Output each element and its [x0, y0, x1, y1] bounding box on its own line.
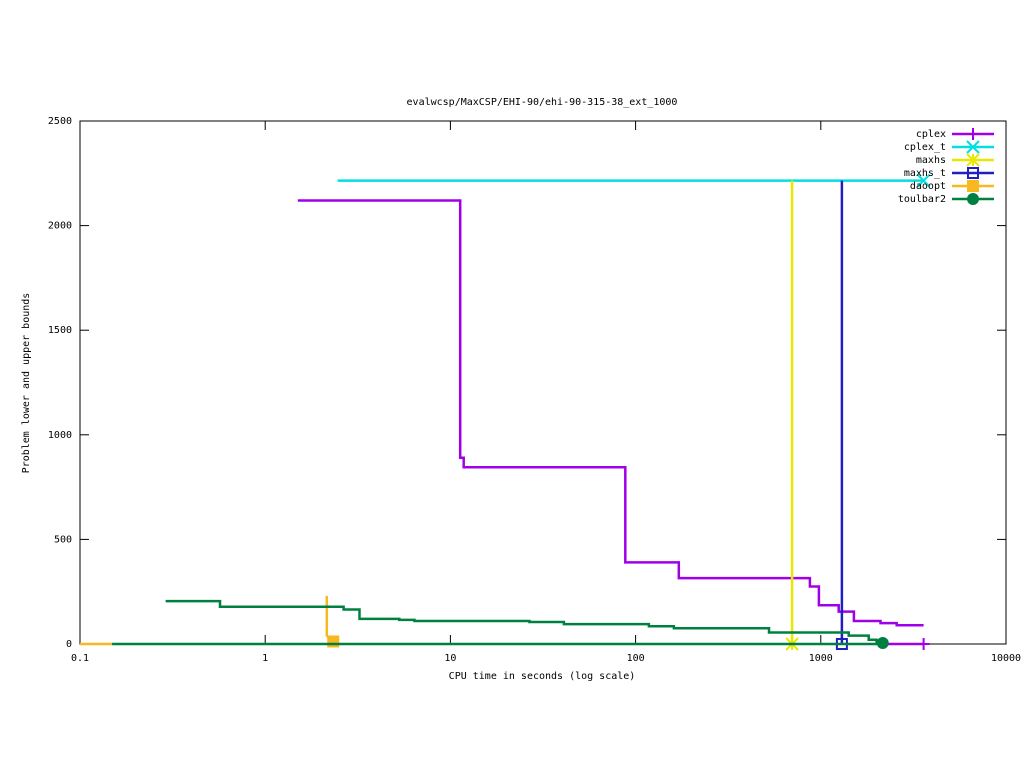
legend-label: maxhs_t — [904, 168, 946, 179]
x-tick-label: 1 — [262, 653, 268, 664]
y-tick-label: 1500 — [48, 325, 72, 336]
legend-marker — [967, 193, 979, 205]
legend-marker-part — [967, 167, 979, 179]
end-marker — [917, 638, 930, 650]
legend-label: cplex — [916, 129, 946, 140]
y-tick-label: 2000 — [48, 221, 72, 232]
legend-marker-part — [966, 153, 980, 167]
legend-marker-part — [966, 140, 980, 154]
y-axis-label: Problem lower and upper bounds — [21, 293, 32, 474]
end-marker — [876, 636, 889, 649]
x-tick-label: 0.1 — [71, 653, 89, 664]
y-tick-label: 500 — [54, 534, 72, 545]
legend-marker — [966, 140, 980, 154]
legend-marker-part — [967, 193, 979, 205]
x-tick-label: 10 — [444, 653, 456, 664]
end-marker — [327, 635, 340, 648]
series-line — [112, 599, 883, 646]
y-tick-label: 1000 — [48, 430, 72, 441]
x-tick-label: 10000 — [991, 653, 1021, 664]
chart-title: evalwcsp/MaxCSP/EHI-90/ehi-90-315-38_ext… — [407, 97, 678, 108]
legend-label: maxhs — [916, 155, 946, 166]
legend-marker — [967, 180, 979, 192]
legend-marker — [967, 128, 979, 140]
legend-label: cplex_t — [904, 142, 946, 153]
end-marker — [916, 173, 931, 188]
legend-marker — [967, 167, 979, 179]
legend-marker — [966, 153, 980, 167]
x-tick-label: 1000 — [809, 653, 833, 664]
legend-label: toulbar2 — [898, 194, 946, 205]
series-line — [80, 595, 335, 646]
end-marker-part — [327, 635, 340, 648]
end-marker-part — [876, 636, 889, 649]
y-tick-label: 2500 — [48, 116, 72, 127]
y-tick-label: 0 — [66, 639, 72, 650]
end-marker-part — [916, 173, 931, 188]
legend-label: daoopt — [910, 181, 946, 192]
x-tick-label: 100 — [627, 653, 645, 664]
x-axis-label: CPU time in seconds (log scale) — [449, 671, 636, 682]
legend-marker-part — [967, 180, 979, 192]
plot-frame — [79, 120, 1007, 645]
series-line — [297, 199, 924, 646]
